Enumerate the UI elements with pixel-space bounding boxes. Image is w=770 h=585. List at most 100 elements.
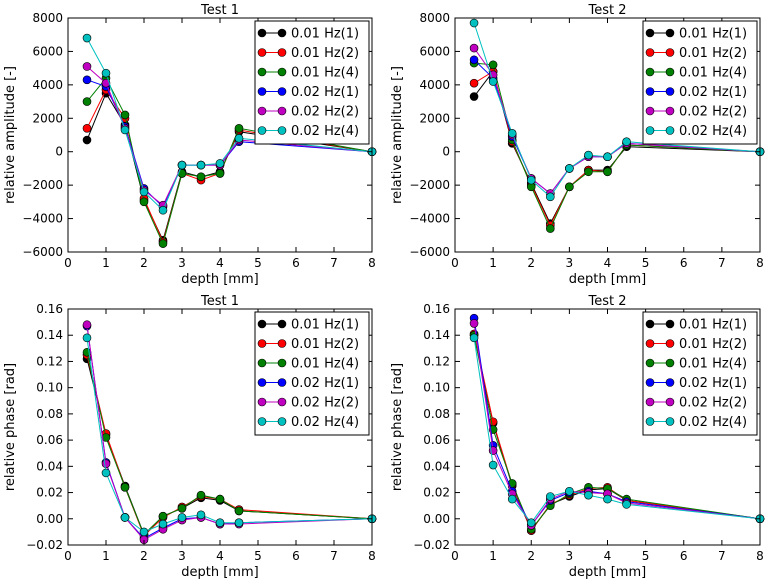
series-line <box>473 22 761 198</box>
y-axis-label: relative amplitude [-] <box>3 66 18 204</box>
x-tick-label: 6 <box>292 256 300 270</box>
x-tick-label: 0 <box>451 256 459 270</box>
legend-marker <box>277 87 287 96</box>
y-tick-label: 0.10 <box>423 381 450 395</box>
data-point <box>196 510 206 520</box>
legend-label: 0.01 Hz(4) <box>291 66 359 81</box>
legend-marker <box>665 339 675 348</box>
y-tick-label: 0.10 <box>36 381 63 395</box>
y-tick-label: 0.02 <box>423 486 450 500</box>
data-point <box>507 494 517 504</box>
legend-label: 0.01 Hz(4) <box>679 66 747 81</box>
x-tick-label: 3 <box>178 256 186 270</box>
legend-label: 0.01 Hz(4) <box>291 357 359 372</box>
data-point <box>82 97 92 106</box>
series-line <box>86 352 373 536</box>
chart-panel-3: Test 1 0 1 2 3 4 5 6 7 8 −0.02 0.00 0.02 0.04 0.06 0.08… <box>3 294 377 580</box>
data-point <box>584 490 593 500</box>
x-tick-label: 3 <box>178 549 186 563</box>
data-point <box>469 78 479 88</box>
y-tick-label: −6000 <box>409 245 450 259</box>
x-tick-label: 6 <box>292 549 300 563</box>
data-point <box>196 160 206 170</box>
x-tick-label: 6 <box>680 256 688 270</box>
data-point <box>82 75 92 85</box>
x-tick-label: 4 <box>216 549 224 563</box>
y-tick-label: 0.12 <box>423 354 450 368</box>
x-tick-label: 2 <box>140 549 148 563</box>
legend-marker <box>257 87 267 96</box>
x-tick-label: 6 <box>680 549 688 563</box>
data-point <box>488 60 498 70</box>
data-point <box>546 224 555 233</box>
x-tick-label: 4 <box>216 256 224 270</box>
x-tick-label: 7 <box>718 549 726 563</box>
data-point <box>584 150 593 160</box>
y-tick-label: 0.02 <box>36 486 63 500</box>
legend-marker <box>665 417 675 426</box>
legend-marker <box>257 358 267 368</box>
legend-marker <box>665 397 675 407</box>
y-tick-label: −2000 <box>409 178 450 192</box>
data-point <box>177 503 187 513</box>
series-line <box>86 337 373 533</box>
data-point <box>488 77 498 86</box>
legend-marker <box>277 397 287 407</box>
legend-box <box>642 311 758 436</box>
y-tick-label: −0.02 <box>26 538 63 552</box>
legend-marker <box>645 106 655 116</box>
x-tick-label: 1 <box>102 549 110 563</box>
data-point <box>177 160 187 170</box>
data-point <box>546 492 555 501</box>
data-point <box>469 55 479 65</box>
legend-marker <box>277 378 287 387</box>
legend-marker <box>665 358 675 368</box>
y-tick-label: −6000 <box>22 245 63 259</box>
legend: 0.01 Hz(1) 0.01 Hz(2) 0.01 Hz(4) 0.02 Hz(1)… <box>254 311 370 436</box>
legend-label: 0.01 Hz(2) <box>291 46 359 61</box>
data-point <box>158 205 168 215</box>
legend-marker <box>645 397 655 407</box>
legend-label: 0.01 Hz(1) <box>679 318 747 333</box>
chart-title: Test 2 <box>587 294 626 309</box>
series-line <box>473 47 761 195</box>
legend-label: 0.01 Hz(2) <box>291 337 359 352</box>
data-point <box>526 518 536 528</box>
y-tick-label: 0.12 <box>36 354 63 368</box>
series-line <box>86 37 373 212</box>
y-tick-label: 2000 <box>32 111 63 125</box>
x-tick-label: 8 <box>368 256 376 270</box>
y-tick-label: 8000 <box>32 11 63 25</box>
legend-label: 0.01 Hz(2) <box>679 337 747 352</box>
series-line <box>86 324 373 541</box>
legend-label: 0.02 Hz(2) <box>679 396 747 411</box>
data-point <box>120 483 130 492</box>
y-axis-label: relative amplitude [-] <box>390 66 405 204</box>
y-tick-label: 0.08 <box>36 407 63 421</box>
legend-marker <box>257 378 267 387</box>
data-point <box>120 110 130 120</box>
data-point <box>584 167 593 177</box>
chart-title: Test 2 <box>587 3 626 18</box>
x-tick-label: 1 <box>489 549 497 563</box>
y-tick-label: 0 <box>442 145 450 159</box>
legend-marker <box>277 319 287 329</box>
legend-label: 0.02 Hz(1) <box>291 85 359 100</box>
legend-marker <box>645 319 655 329</box>
y-tick-label: 6000 <box>32 44 63 58</box>
data-point <box>139 527 149 537</box>
data-point <box>196 490 206 500</box>
legend-marker <box>277 67 287 77</box>
legend-label: 0.02 Hz(1) <box>291 376 359 391</box>
data-point <box>603 152 612 162</box>
chart-title: Test 1 <box>200 3 239 18</box>
legend-marker <box>277 339 287 348</box>
data-point <box>82 62 92 71</box>
chart-title: Test 1 <box>200 294 239 309</box>
legend-marker <box>665 28 675 38</box>
x-tick-label: 3 <box>566 256 574 270</box>
legend-marker <box>645 67 655 77</box>
x-axis-label: depth [mm] <box>181 272 258 287</box>
legend-marker <box>665 106 675 116</box>
data-point <box>215 159 225 168</box>
